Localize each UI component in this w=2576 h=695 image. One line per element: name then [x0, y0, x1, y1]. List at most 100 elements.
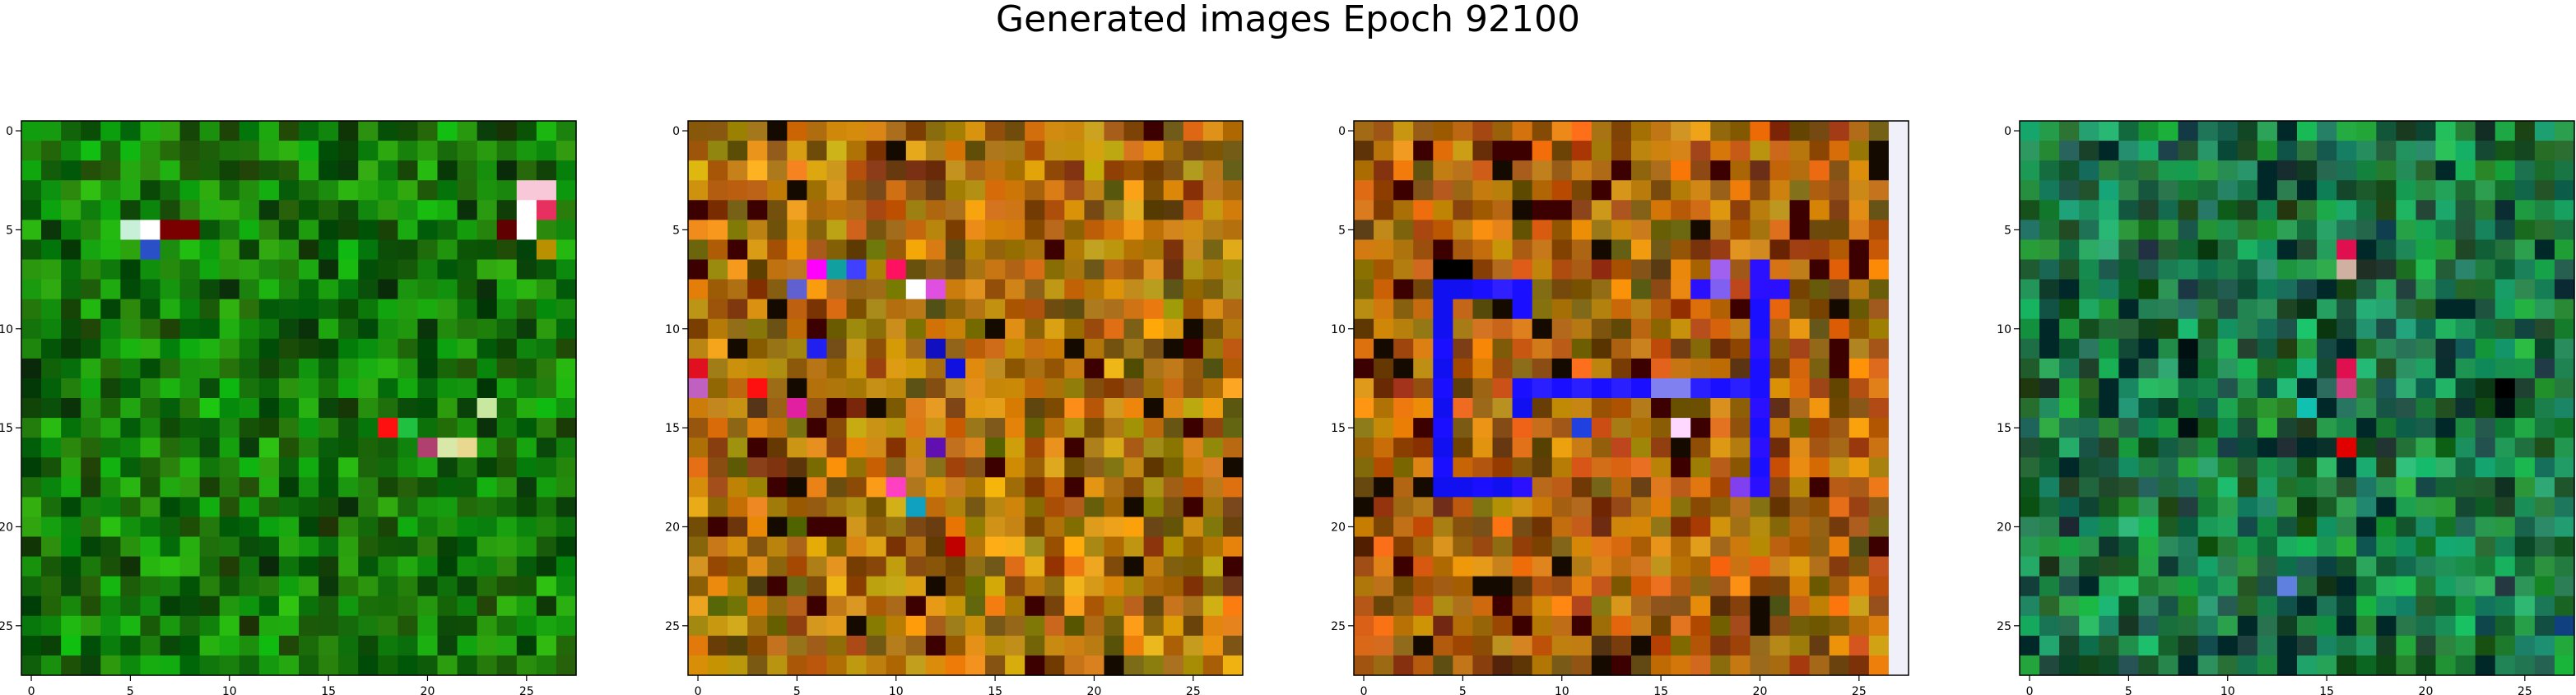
- heatmap-cell: [1671, 378, 1691, 399]
- heatmap-cell: [2455, 121, 2476, 141]
- heatmap-cell: [2217, 655, 2239, 676]
- heatmap-cell: [965, 615, 986, 637]
- heatmap-cell: [140, 576, 161, 597]
- heatmap-cell: [61, 299, 81, 320]
- heatmap-cell: [1532, 418, 1553, 438]
- heatmap-cell: [2356, 595, 2377, 617]
- heatmap-cell: [516, 121, 537, 141]
- heatmap-cell: [925, 595, 946, 617]
- heatmap-cell: [319, 338, 339, 359]
- heatmap-cell: [1690, 141, 1711, 161]
- heatmap-cell: [807, 141, 828, 161]
- heatmap-cell: [496, 299, 518, 320]
- heatmap-cell: [2197, 239, 2219, 261]
- heatmap-cell: [258, 239, 280, 261]
- heatmap-cell: [905, 358, 927, 379]
- heatmap-cell: [319, 418, 339, 438]
- heatmap-cell: [21, 378, 42, 399]
- heatmap-cell: [2416, 438, 2437, 458]
- heatmap-cell: [299, 141, 319, 161]
- heatmap-cell: [278, 398, 300, 419]
- heatmap-cell: [1631, 358, 1652, 379]
- heatmap-cell: [1104, 576, 1125, 597]
- heatmap-cell: [1202, 615, 1224, 637]
- heatmap-cell: [199, 378, 221, 399]
- heatmap-cell: [2217, 418, 2239, 438]
- heatmap-cell: [2118, 358, 2140, 379]
- heatmap-cell: [2396, 160, 2417, 181]
- heatmap-cell: [437, 318, 458, 340]
- heatmap-cell: [985, 576, 1006, 597]
- heatmap-cell: [747, 457, 768, 478]
- heatmap-cell: [120, 438, 142, 458]
- heatmap-cell: [258, 338, 280, 359]
- heatmap-cell: [2276, 180, 2298, 201]
- heatmap-cell: [1651, 239, 1672, 261]
- heatmap-cell: [1044, 655, 1065, 676]
- heatmap-cell: [1730, 279, 1751, 300]
- heatmap-cell: [219, 595, 240, 617]
- heatmap-cell: [338, 279, 359, 300]
- heatmap-cell: [378, 358, 398, 379]
- heatmap-cell: [1222, 635, 1244, 656]
- heatmap-cell: [2197, 180, 2219, 201]
- heatmap-cell: [985, 595, 1006, 617]
- heatmap-cell: [1551, 576, 1573, 597]
- heatmap-cell: [2554, 318, 2575, 340]
- heatmap-cell: [2059, 200, 2080, 220]
- heatmap-cell: [688, 477, 709, 498]
- heatmap-cell: [199, 457, 221, 478]
- heatmap-cell: [1750, 239, 1771, 261]
- heatmap-cell: [2396, 121, 2417, 141]
- heatmap-cell: [1492, 200, 1514, 220]
- heatmap-cell: [358, 338, 379, 359]
- heatmap-cell: [1690, 160, 1711, 181]
- heatmap-cell: [1611, 497, 1632, 518]
- heatmap-cell: [1769, 615, 1791, 637]
- heatmap-cell: [299, 200, 319, 220]
- heatmap-cell: [2217, 536, 2239, 558]
- heatmap-cell: [2337, 517, 2357, 538]
- heatmap-cell: [81, 358, 101, 379]
- heatmap-cell: [2297, 457, 2318, 478]
- heatmap-cell: [2197, 299, 2219, 320]
- heatmap-cell: [1789, 378, 1811, 399]
- heatmap-cell: [2495, 655, 2516, 676]
- heatmap-cell: [100, 200, 121, 220]
- x-tick-label: 20: [2419, 685, 2434, 695]
- heatmap-cell: [1551, 615, 1573, 637]
- heatmap-cell: [378, 299, 398, 320]
- heatmap-cell: [81, 318, 101, 340]
- heatmap-cell: [1829, 536, 1850, 558]
- heatmap-cell: [1183, 180, 1204, 201]
- heatmap-cell: [536, 378, 557, 399]
- heatmap-cell: [2276, 358, 2298, 379]
- heatmap-cell: [905, 279, 927, 300]
- heatmap-cell: [688, 141, 709, 161]
- heatmap-cell: [1789, 556, 1811, 577]
- heatmap-cell: [2276, 200, 2298, 220]
- heatmap-cell: [1453, 536, 1474, 558]
- heatmap-cell: [1393, 358, 1414, 379]
- heatmap-cell: [1183, 141, 1204, 161]
- heatmap-cell: [81, 141, 101, 161]
- heatmap-cell: [945, 121, 966, 141]
- heatmap-cell: [2178, 517, 2199, 538]
- heatmap-cell: [1472, 141, 1494, 161]
- heatmap-cell: [536, 595, 557, 617]
- heatmap-cell: [21, 635, 42, 656]
- heatmap-cell: [728, 457, 748, 478]
- heatmap-cell: [1848, 438, 1870, 458]
- heatmap-cell: [2356, 655, 2377, 676]
- heatmap-cell: [2257, 358, 2278, 379]
- heatmap-cell: [2297, 635, 2318, 656]
- heatmap-cell: [378, 239, 398, 261]
- heatmap-cell: [1472, 595, 1494, 617]
- heatmap-cell: [807, 457, 828, 478]
- heatmap-cell: [437, 200, 458, 220]
- heatmap-cell: [1374, 536, 1394, 558]
- heatmap-cell: [258, 418, 280, 438]
- heatmap-cell: [536, 418, 557, 438]
- heatmap-cell: [1868, 536, 1890, 558]
